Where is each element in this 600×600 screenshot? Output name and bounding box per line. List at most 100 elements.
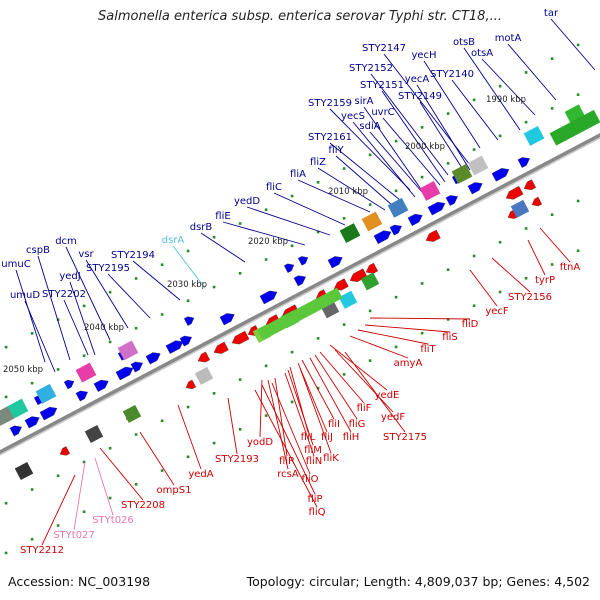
forward-gene-arrow[interactable] <box>115 364 135 381</box>
gene-label[interactable]: fliS <box>442 332 457 343</box>
gene-label[interactable]: fliE <box>215 211 230 222</box>
gene-label[interactable]: fliZ <box>310 157 326 168</box>
gene-label[interactable]: STY2193 <box>215 454 259 465</box>
gene-label[interactable]: yedD <box>234 196 260 207</box>
gene-label[interactable]: otsA <box>471 48 493 59</box>
gene-label[interactable]: STY2140 <box>430 69 474 80</box>
gene-label[interactable]: sirA <box>355 96 374 107</box>
forward-gene-arrow[interactable] <box>407 211 425 226</box>
forward-gene-arrow[interactable] <box>39 404 59 421</box>
gene-label[interactable]: umuC <box>1 259 30 270</box>
gene-label[interactable]: STY2194 <box>111 250 155 261</box>
forward-gene-arrow[interactable] <box>165 338 185 354</box>
forward-gene-arrow[interactable] <box>93 377 111 392</box>
gene-label[interactable]: STY2152 <box>349 63 393 74</box>
forward-gene-arrow[interactable] <box>63 378 76 390</box>
gene-label[interactable]: fliL <box>301 432 316 443</box>
gene-label[interactable]: fliY <box>328 145 344 156</box>
gene-label[interactable]: STY2151 <box>360 80 404 91</box>
forward-gene-arrow[interactable] <box>445 193 460 206</box>
gene-label[interactable]: fliC <box>266 182 282 193</box>
forward-gene-arrow[interactable] <box>491 165 511 182</box>
gene-label[interactable]: cspB <box>26 245 50 256</box>
gene-label[interactable]: STY2208 <box>121 500 165 511</box>
forward-gene-arrow[interactable] <box>389 222 404 236</box>
reverse-gene-arrow[interactable] <box>424 229 441 244</box>
forward-gene-arrow[interactable] <box>24 414 42 429</box>
gene-label[interactable]: fliR <box>279 456 295 467</box>
gene-label[interactable]: fliH <box>343 432 360 443</box>
reverse-gene-arrow[interactable] <box>58 446 71 457</box>
gene-label[interactable]: fliF <box>357 403 372 414</box>
gene-label[interactable]: fliK <box>323 453 339 464</box>
forward-gene-arrow[interactable] <box>293 273 308 287</box>
forward-gene-arrow[interactable] <box>467 180 485 195</box>
forward-gene-arrow[interactable] <box>75 388 90 402</box>
gene-label[interactable]: amyA <box>394 358 423 369</box>
gene-label[interactable]: fliG <box>349 419 366 430</box>
gene-label[interactable]: fliT <box>420 344 436 355</box>
reverse-gene-arrow[interactable] <box>184 379 197 391</box>
reverse-gene-arrow[interactable] <box>504 186 524 202</box>
gene-label[interactable]: fliQ <box>309 507 326 518</box>
reverse-gene-arrow[interactable] <box>522 179 537 193</box>
forward-gene-arrow[interactable] <box>283 261 296 273</box>
gene-label[interactable]: dcm <box>55 236 77 247</box>
forward-gene-arrow[interactable] <box>145 350 163 365</box>
gene-label[interactable]: fliD <box>462 319 479 330</box>
gene-label[interactable]: yecH <box>411 50 436 61</box>
reverse-gene-arrow[interactable] <box>230 330 250 347</box>
forward-gene-arrow[interactable] <box>259 288 279 305</box>
gene-label[interactable]: STY2212 <box>20 545 64 556</box>
gene-label[interactable]: vsr <box>78 249 94 260</box>
reverse-gene-arrow[interactable] <box>364 262 379 276</box>
gene-label[interactable]: umuD <box>10 290 40 301</box>
gene-label[interactable]: yecA <box>405 74 430 85</box>
gene-label[interactable]: fliM <box>304 445 322 456</box>
gene-label[interactable]: fliA <box>290 169 306 180</box>
gene-label[interactable]: sdiA <box>359 121 380 132</box>
gene-label[interactable]: fliO <box>302 474 319 485</box>
forward-gene-arrow[interactable] <box>327 254 345 269</box>
gene-label[interactable]: yedE <box>375 390 400 401</box>
gene-label[interactable]: yodD <box>247 437 273 448</box>
forward-gene-arrow[interactable] <box>183 314 196 326</box>
gene-label[interactable]: ftnA <box>560 262 581 273</box>
gene-label[interactable]: fliP <box>307 494 322 505</box>
gene-label[interactable]: otsB <box>453 37 475 48</box>
forward-gene-arrow[interactable] <box>373 228 393 244</box>
gene-label[interactable]: tar <box>544 8 559 19</box>
gene-label[interactable]: yecF <box>485 306 509 317</box>
forward-gene-arrow[interactable] <box>297 254 310 266</box>
gene-label[interactable]: uvrC <box>371 107 394 118</box>
gene-label[interactable]: yecS <box>341 111 365 122</box>
forward-gene-arrow[interactable] <box>130 359 145 373</box>
gene-label[interactable]: tyrP <box>535 275 555 286</box>
gene-label[interactable]: STY2156 <box>508 292 552 303</box>
gene-label[interactable]: rcsA <box>277 469 299 480</box>
gene-label[interactable]: STY2149 <box>398 91 442 102</box>
gene-label[interactable]: STY2175 <box>383 432 427 443</box>
gene-label[interactable]: motA <box>495 33 522 44</box>
gene-label[interactable]: STY2195 <box>86 263 130 274</box>
gene-label[interactable]: STY2147 <box>362 43 406 54</box>
gene-label[interactable]: dsrA <box>162 235 185 246</box>
forward-gene-arrow[interactable] <box>517 155 532 168</box>
gene-label[interactable]: STYt026 <box>92 515 134 526</box>
gene-label[interactable]: ompS1 <box>157 485 192 496</box>
gene-label[interactable]: STYt027 <box>53 530 95 541</box>
gene-label[interactable]: dsrB <box>190 222 213 233</box>
gene-label[interactable]: fliN <box>306 456 323 467</box>
reverse-gene-arrow[interactable] <box>196 351 211 365</box>
forward-gene-arrow[interactable] <box>219 311 237 326</box>
gene-label[interactable]: STY2161 <box>308 132 352 143</box>
gene-label[interactable]: STY2202 <box>42 289 86 300</box>
reverse-gene-arrow[interactable] <box>530 196 543 208</box>
reverse-gene-arrow[interactable] <box>212 341 229 356</box>
forward-gene-arrow[interactable] <box>427 199 447 216</box>
gene-label[interactable]: yedJ <box>59 271 80 282</box>
gene-label[interactable]: fliJ <box>321 432 333 443</box>
gene-label[interactable]: yedA <box>188 469 213 480</box>
gene-label[interactable]: STY2159 <box>308 98 352 109</box>
gene-label[interactable]: fliI <box>328 419 340 430</box>
